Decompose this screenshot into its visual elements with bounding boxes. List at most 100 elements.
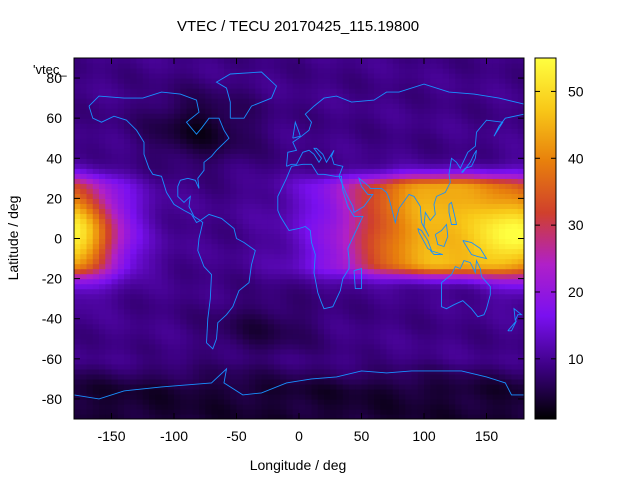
heat-cell <box>111 318 119 325</box>
heat-cell <box>367 323 375 330</box>
heat-cell <box>442 368 450 375</box>
heat-cell <box>155 363 163 370</box>
heat-cell <box>292 318 300 325</box>
heat-cell <box>305 353 313 360</box>
heat-cell <box>205 273 213 280</box>
heat-cell <box>305 408 313 415</box>
heat-cell <box>186 338 194 345</box>
heat-cell <box>392 283 400 290</box>
heat-cell <box>367 383 375 390</box>
heat-cell <box>299 413 306 419</box>
heat-cell <box>92 83 100 89</box>
heat-cell <box>361 278 369 285</box>
heat-cell <box>292 143 300 149</box>
heat-cell <box>86 303 94 310</box>
heat-cell <box>117 258 125 265</box>
heat-cell <box>180 363 188 370</box>
heat-cell <box>311 113 319 119</box>
heat-cell <box>292 363 300 370</box>
heat-cell <box>211 358 219 365</box>
heat-cell <box>342 148 350 154</box>
heat-cell <box>399 148 406 154</box>
heat-cell <box>355 378 363 385</box>
heat-cell <box>505 193 513 199</box>
heat-cell <box>167 238 175 245</box>
heat-cell <box>261 308 269 315</box>
heat-cell <box>86 198 94 204</box>
heat-cell <box>167 258 175 265</box>
heat-cell <box>99 273 106 280</box>
heat-cell <box>267 183 275 189</box>
heat-cell <box>517 258 524 265</box>
heat-cell <box>130 323 138 330</box>
heat-cell <box>130 383 138 390</box>
heat-cell <box>192 368 200 375</box>
heat-cell <box>124 263 131 270</box>
heat-cell <box>142 153 150 159</box>
heat-cell <box>330 288 338 295</box>
heat-cell <box>199 98 206 104</box>
heat-cell <box>517 273 524 280</box>
heat-cell <box>242 328 250 335</box>
heat-cell <box>255 243 263 250</box>
heat-cell <box>455 238 463 245</box>
heat-cell <box>399 183 406 189</box>
heat-cell <box>317 88 325 94</box>
heat-cell <box>80 158 88 164</box>
heat-cell <box>467 128 475 134</box>
heat-cell <box>192 188 200 194</box>
heat-cell <box>86 243 94 250</box>
heat-cell <box>224 203 231 210</box>
heat-cell <box>492 393 500 400</box>
heat-cell <box>117 233 125 240</box>
heat-cell <box>99 413 106 419</box>
heat-cell <box>392 233 400 240</box>
heat-cell <box>486 73 494 79</box>
heat-cell <box>224 168 231 174</box>
heat-cell <box>99 368 106 375</box>
heat-cell <box>324 108 331 114</box>
heat-cell <box>180 68 188 74</box>
heat-cell <box>342 283 350 290</box>
heat-cell <box>299 373 306 380</box>
heat-cell <box>349 168 356 174</box>
heat-cell <box>224 398 231 405</box>
heat-cell <box>211 103 219 109</box>
heat-cell <box>399 173 406 179</box>
heat-cell <box>486 163 494 169</box>
heat-cell <box>211 343 219 350</box>
heat-cell <box>111 113 119 119</box>
heat-cell <box>230 268 238 275</box>
heat-cell <box>261 238 269 245</box>
heat-cell <box>161 413 169 419</box>
heat-cell <box>211 298 219 305</box>
heat-cell <box>517 223 524 230</box>
heat-cell <box>136 333 144 340</box>
heat-cell <box>130 263 138 270</box>
heat-cell <box>480 183 488 189</box>
heat-cell <box>411 393 419 400</box>
heat-cell <box>117 263 125 270</box>
heat-cell <box>217 278 225 285</box>
heat-cell <box>211 378 219 385</box>
heat-cell <box>411 288 419 295</box>
heat-cell <box>230 338 238 345</box>
heat-cell <box>136 128 144 134</box>
heat-cell <box>336 158 344 164</box>
heat-cell <box>274 118 281 124</box>
heat-cell <box>274 188 281 194</box>
heat-cell <box>324 218 331 225</box>
heat-cell <box>311 218 319 225</box>
heat-cell <box>461 393 469 400</box>
heat-cell <box>280 308 288 315</box>
heat-cell <box>124 198 131 204</box>
heat-cell <box>374 308 381 315</box>
heat-cell <box>180 223 188 230</box>
heat-cell <box>330 228 338 235</box>
heat-cell <box>99 168 106 174</box>
heat-cell <box>342 78 350 84</box>
heat-cell <box>105 158 113 164</box>
heat-cell <box>117 378 125 385</box>
heat-cell <box>517 118 524 124</box>
heat-cell <box>436 303 444 310</box>
